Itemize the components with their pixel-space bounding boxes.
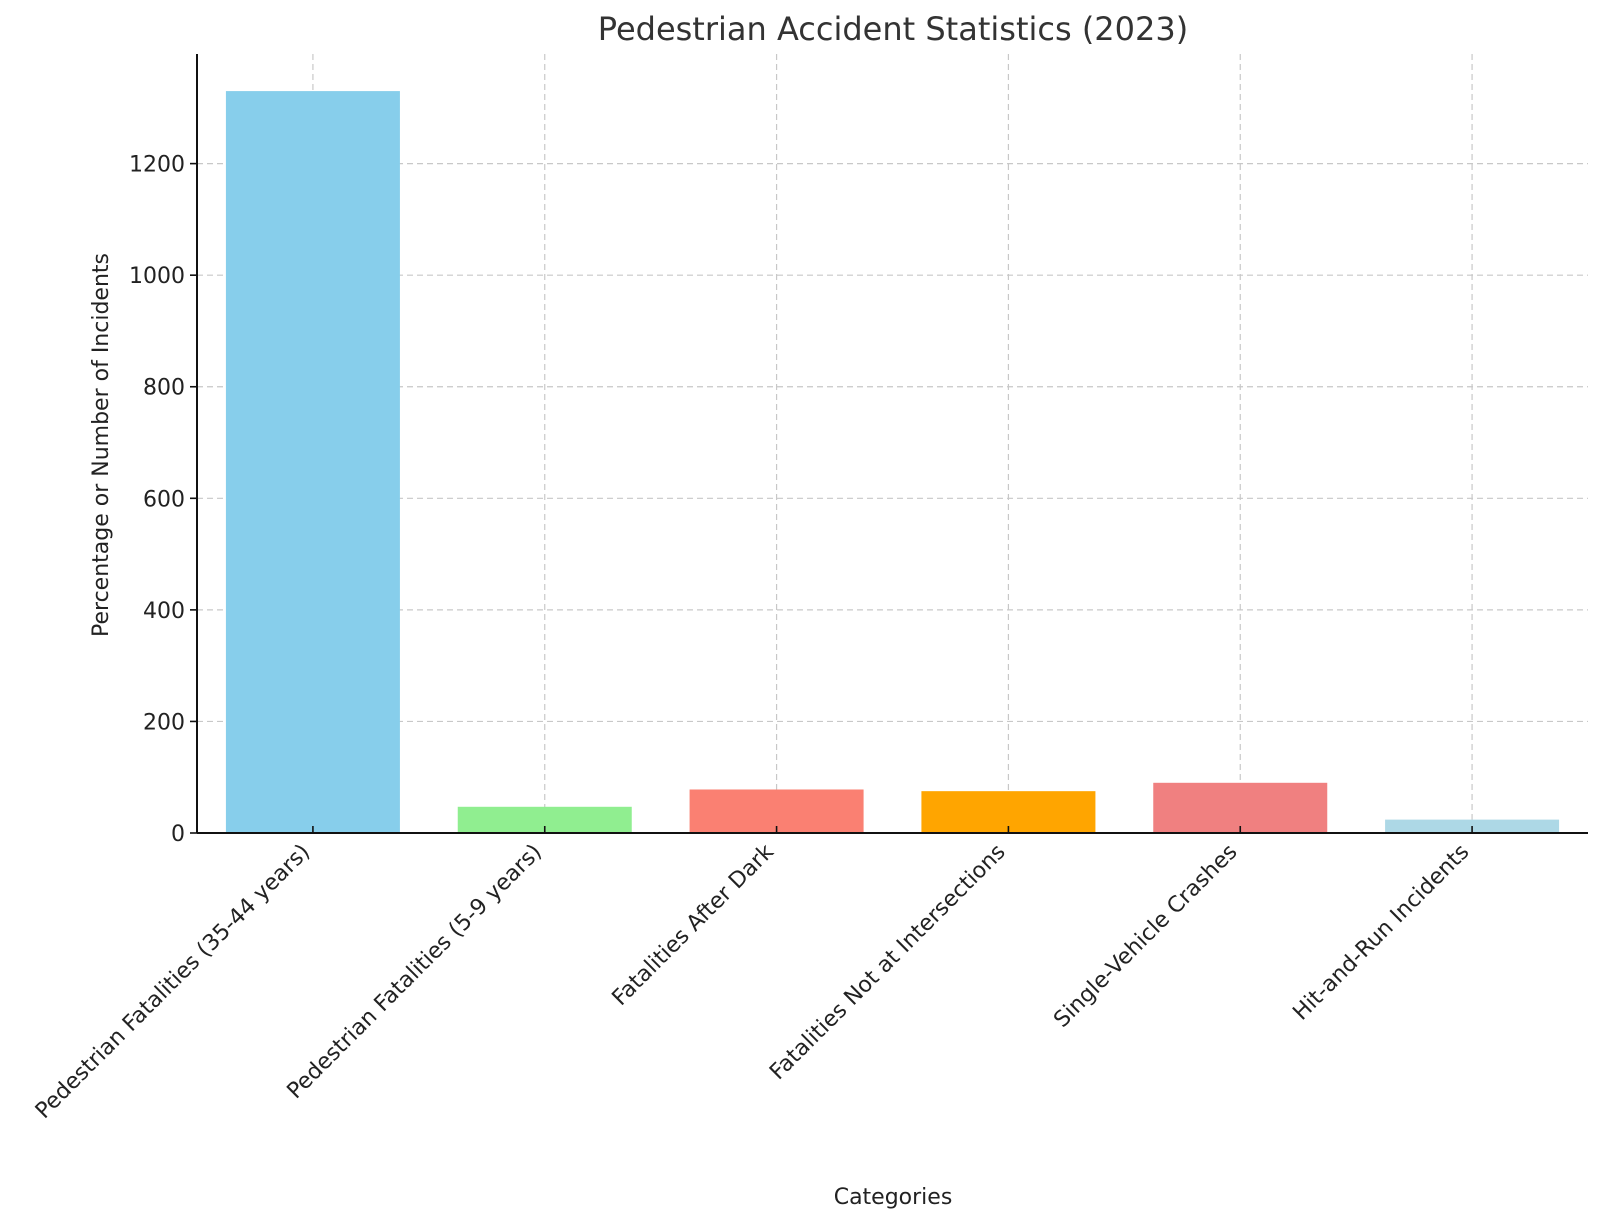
grid-layer — [197, 54, 1588, 833]
x-tick-label: Pedestrian Fatalities (5-9 years) — [283, 840, 547, 1104]
y-tick-label: 1200 — [129, 153, 185, 178]
x-tick-label: Fatalities Not at Intersections — [765, 840, 1010, 1085]
bar — [225, 91, 400, 834]
y-axis-title: Percentage or Number of Incidents — [89, 253, 114, 637]
bar — [1153, 782, 1328, 833]
x-tick-label: Single-Vehicle Crashes — [1049, 840, 1242, 1033]
y-tick-label: 600 — [143, 487, 185, 512]
x-tick-label: Hit-and-Run Incidents — [1288, 840, 1474, 1026]
x-tick-label: Pedestrian Fatalities (35-44 years) — [31, 840, 315, 1124]
bar — [689, 789, 864, 833]
y-tick-label: 0 — [171, 822, 185, 847]
x-tick-label: Fatalities After Dark — [608, 839, 779, 1010]
y-tick-label: 1000 — [129, 264, 185, 289]
y-tick-label: 200 — [143, 710, 185, 735]
y-tick-label: 400 — [143, 599, 185, 624]
bar-layer — [225, 91, 1560, 834]
y-tick-label: 800 — [143, 376, 185, 401]
x-axis-title: Categories — [834, 1185, 953, 1210]
chart-title: Pedestrian Accident Statistics (2023) — [598, 10, 1188, 48]
